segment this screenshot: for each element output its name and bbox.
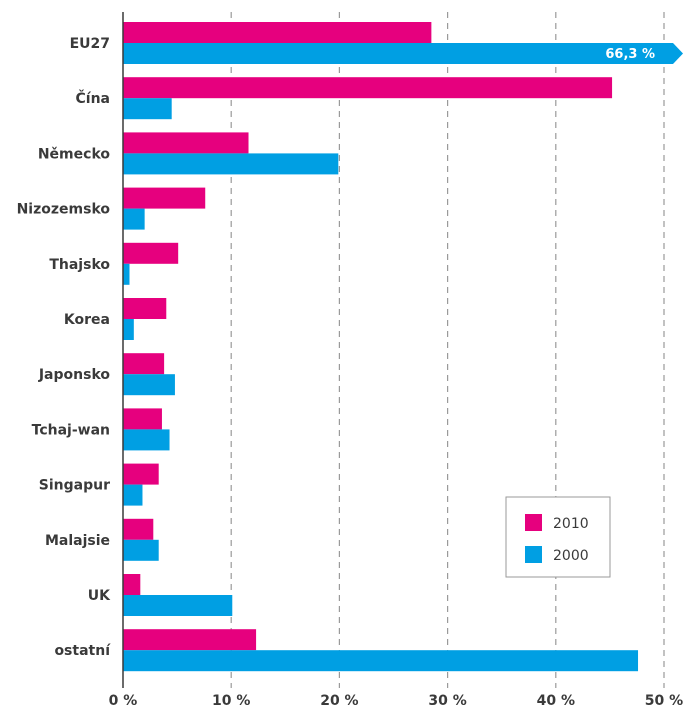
bar-2000 (123, 650, 639, 672)
bar-value-label: 66,3 % (605, 47, 655, 62)
bar-2000 (123, 374, 175, 396)
bar-2010 (123, 22, 432, 43)
bar-2010 (123, 574, 141, 595)
bar-2000 (123, 539, 159, 561)
bar-2010 (123, 77, 613, 99)
legend-swatch-2010 (525, 514, 542, 531)
bar-2000 (123, 484, 143, 506)
category-label: Německo (38, 146, 111, 162)
x-tick-label: 50 % (645, 693, 683, 707)
x-tick-label: 20 % (320, 693, 358, 707)
bar-2000 (123, 263, 130, 285)
bar-2010 (123, 463, 159, 485)
bar-2010 (123, 187, 206, 209)
bar-2010 (123, 242, 179, 264)
category-label: EU27 (70, 36, 110, 52)
category-label: Nizozemsko (17, 202, 111, 218)
bar-2000-overflow (123, 43, 683, 64)
category-label: Korea (64, 312, 110, 328)
bar-2000 (123, 319, 134, 340)
x-tick-label: 40 % (537, 693, 575, 707)
legend-label-2010: 2010 (553, 516, 589, 532)
category-labels: EU27 Čína Německo Nizozemsko Thajsko Korea Jap… (17, 36, 112, 659)
x-tick-labels: 0 % 10 % 20 % 30 % 40 % 50 % (109, 693, 684, 707)
bar-2000 (123, 208, 145, 230)
bar-2010 (123, 629, 257, 651)
bar-2010 (123, 298, 167, 319)
x-tick-label: 10 % (212, 693, 250, 707)
bar-2000 (123, 429, 170, 451)
legend-swatch-2000 (525, 546, 542, 563)
bar-2000 (123, 595, 233, 616)
category-label: UK (88, 588, 111, 604)
bar-2010 (123, 518, 154, 540)
legend-label-2000: 2000 (553, 548, 589, 564)
bar-2010 (123, 132, 249, 154)
bar-2010 (123, 353, 165, 375)
bar-2000 (123, 153, 339, 175)
category-label: Japonsko (38, 367, 111, 383)
legend-box (505, 496, 611, 578)
category-label: Thajsko (49, 257, 110, 273)
grid-lines (230, 12, 665, 688)
category-label: Tchaj-wan (32, 422, 110, 438)
bar-2010 (123, 408, 162, 430)
x-tick-label: 30 % (428, 693, 466, 707)
x-tick-label: 0 % (109, 693, 138, 707)
bar-2000 (123, 98, 172, 120)
bars: 66,3 % (123, 22, 683, 672)
legend: 2010 2000 (505, 496, 611, 578)
category-label: Singapur (39, 478, 110, 494)
category-label: Malajsie (45, 533, 110, 549)
category-label: Čína (76, 89, 111, 107)
category-label: ostatní (54, 643, 111, 659)
